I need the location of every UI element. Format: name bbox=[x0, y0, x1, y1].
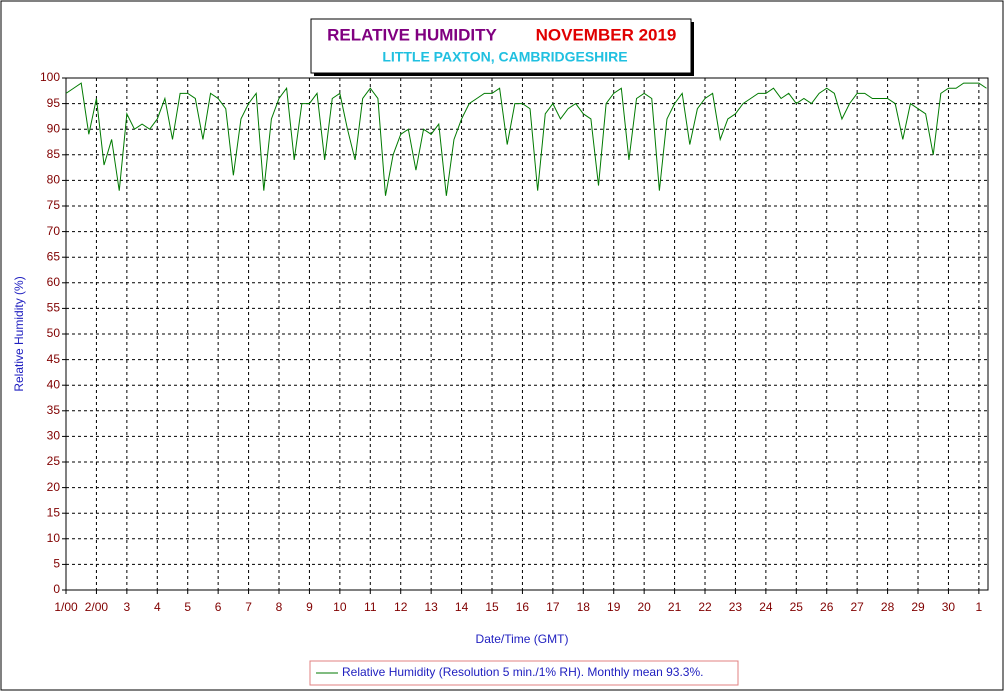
x-tick-label: 30 bbox=[942, 600, 956, 614]
x-tick-label: 16 bbox=[516, 600, 530, 614]
x-tick-label: 11 bbox=[364, 600, 377, 614]
data-line bbox=[65, 82, 987, 196]
legend-label: Relative Humidity (Resolution 5 min./1% … bbox=[342, 665, 703, 679]
title-box bbox=[310, 18, 692, 74]
x-tick-label: 7 bbox=[245, 600, 252, 614]
y-tick-label: 100 bbox=[40, 70, 60, 84]
x-tick-label: 6 bbox=[215, 600, 222, 614]
x-tick-label: 28 bbox=[881, 600, 895, 614]
x-tick-label: 4 bbox=[154, 600, 161, 614]
x-tick-label: 19 bbox=[607, 600, 621, 614]
y-tick-label: 50 bbox=[47, 326, 61, 340]
y-tick-label: 30 bbox=[47, 429, 61, 443]
y-tick-label: 80 bbox=[47, 173, 61, 187]
x-axis-title: Date/Time (GMT) bbox=[476, 632, 569, 646]
y-tick-label: 60 bbox=[47, 275, 61, 289]
y-tick-label: 70 bbox=[47, 224, 61, 238]
y-axis-title: Relative Humidity (%) bbox=[12, 276, 26, 391]
y-tick-label: 5 bbox=[53, 557, 60, 571]
x-tick-label: 22 bbox=[698, 600, 712, 614]
legend-box bbox=[309, 660, 739, 686]
chart-title-month: NOVEMBER 2019 bbox=[536, 25, 677, 44]
y-tick-label: 25 bbox=[47, 454, 61, 468]
x-tick-label: 26 bbox=[820, 600, 834, 614]
y-tick-label: 55 bbox=[47, 301, 61, 315]
x-tick-label: 12 bbox=[394, 600, 408, 614]
x-tick-label: 23 bbox=[729, 600, 743, 614]
x-tick-label: 1 bbox=[976, 600, 983, 614]
x-tick-label: 13 bbox=[424, 600, 438, 614]
x-tick-label: 10 bbox=[333, 600, 347, 614]
chart-title: RELATIVE HUMIDITY bbox=[327, 25, 497, 44]
x-tick-label: 3 bbox=[124, 600, 131, 614]
x-tick-label: 25 bbox=[790, 600, 804, 614]
y-tick-label: 35 bbox=[47, 403, 61, 417]
y-tick-label: 75 bbox=[47, 198, 61, 212]
chart-subtitle: LITTLE PAXTON, CAMBRIDGESHIRE bbox=[382, 49, 627, 65]
y-tick-label: 45 bbox=[47, 352, 61, 366]
y-tick-label: 95 bbox=[47, 96, 61, 110]
x-tick-label: 15 bbox=[485, 600, 499, 614]
x-tick-label: 18 bbox=[577, 600, 591, 614]
y-tick-label: 20 bbox=[47, 480, 61, 494]
x-tick-label: 8 bbox=[276, 600, 283, 614]
y-tick-label: 0 bbox=[53, 582, 60, 596]
x-tick-label: 17 bbox=[546, 600, 560, 614]
y-tick-label: 85 bbox=[47, 147, 61, 161]
x-tick-label: 5 bbox=[184, 600, 191, 614]
x-tick-label: 9 bbox=[306, 600, 313, 614]
y-tick-label: 65 bbox=[47, 249, 61, 263]
y-tick-label: 90 bbox=[47, 121, 61, 135]
x-tick-label: 14 bbox=[455, 600, 469, 614]
y-tick-label: 40 bbox=[47, 377, 61, 391]
x-tick-label: 21 bbox=[668, 600, 682, 614]
y-tick-label: 15 bbox=[47, 505, 61, 519]
x-tick-label: 24 bbox=[759, 600, 773, 614]
x-tick-label: 20 bbox=[637, 600, 651, 614]
x-tick-label: 27 bbox=[850, 600, 864, 614]
y-tick-label: 10 bbox=[47, 531, 61, 545]
x-tick-label: 29 bbox=[911, 600, 925, 614]
x-tick-label: 2/00 bbox=[85, 600, 109, 614]
x-tick-label: 1/00 bbox=[54, 600, 78, 614]
